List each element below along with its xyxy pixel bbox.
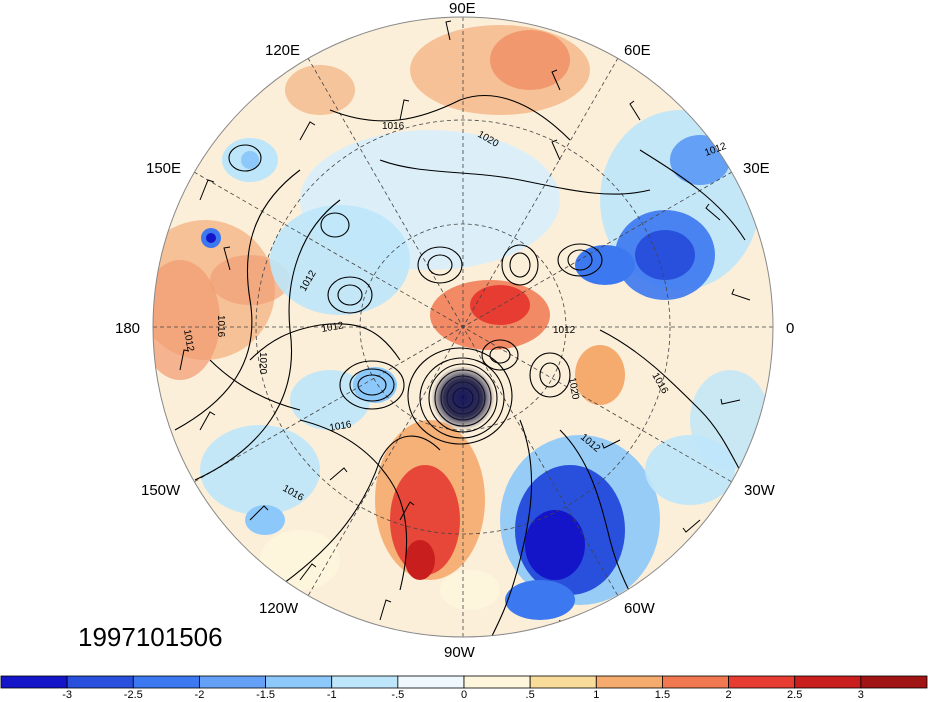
colorbar-tick-label: -2.5 — [123, 689, 143, 701]
longitude-label-120w: 120W — [259, 600, 299, 617]
colorbar-tick-label: 3 — [857, 689, 864, 701]
colorbar-swatch — [463, 675, 531, 689]
longitude-label-90e: 90E — [449, 0, 476, 17]
longitude-label-30e: 30E — [743, 160, 770, 177]
longitude-label-180: 180 — [115, 320, 141, 337]
colorbar-tick-label: -2 — [194, 689, 205, 701]
timestamp: 1997101506 — [78, 622, 223, 652]
contour-label: 1012 — [553, 325, 576, 336]
colorbar — [0, 675, 928, 689]
colorbar-swatch — [860, 675, 928, 689]
longitude-label-150w: 150W — [141, 482, 181, 499]
colorbar-swatch — [0, 675, 68, 689]
longitude-label-90w: 90W — [444, 644, 475, 661]
colorbar-swatch — [331, 675, 399, 689]
colorbar-swatch — [265, 675, 333, 689]
contour-label: 1016 — [329, 419, 353, 434]
colorbar-tick-label: 0 — [460, 689, 468, 701]
contour-label: 1012 — [181, 329, 196, 353]
colorbar-swatch — [595, 675, 663, 689]
colorbar-tick-label: 2.5 — [787, 689, 803, 701]
colorbar-tick-label: -1.5 — [256, 689, 276, 701]
contour-label: 1020 — [257, 352, 268, 375]
longitude-label-60e: 60E — [624, 42, 651, 59]
colorbar-swatch — [662, 675, 729, 689]
longitude-label-150e: 150E — [146, 160, 182, 177]
contour-label: 1012 — [321, 320, 345, 335]
colorbar-tick-label: 1.5 — [654, 689, 671, 701]
longitude-label-60w: 60W — [624, 600, 655, 617]
colorbar-swatch — [132, 675, 200, 689]
colorbar-tick-label: -3 — [62, 689, 73, 701]
colorbar-swatch — [794, 675, 862, 689]
colorbar-swatch — [397, 675, 465, 689]
colorbar-tick-label: 2 — [725, 689, 732, 701]
longitude-label-30w: 30W — [744, 482, 775, 499]
colorbar-tick-label: .5 — [525, 689, 535, 701]
contour-label: 1020 — [566, 377, 581, 401]
colorbar-swatch — [728, 675, 796, 689]
contour-label: 1016 — [215, 315, 226, 338]
colorbar-tick-label: 1 — [593, 689, 600, 701]
contour-label: 1016 — [382, 121, 405, 132]
longitude-label-120e: 120E — [265, 42, 301, 59]
colorbar-tick-label: -1 — [326, 689, 337, 701]
longitude-label-0: 0 — [786, 320, 795, 337]
colorbar-swatch — [66, 675, 134, 689]
colorbar-swatch — [199, 675, 266, 689]
map-border — [152, 16, 774, 638]
colorbar-swatch — [529, 675, 597, 689]
colorbar-tick-label: -.5 — [391, 689, 405, 701]
